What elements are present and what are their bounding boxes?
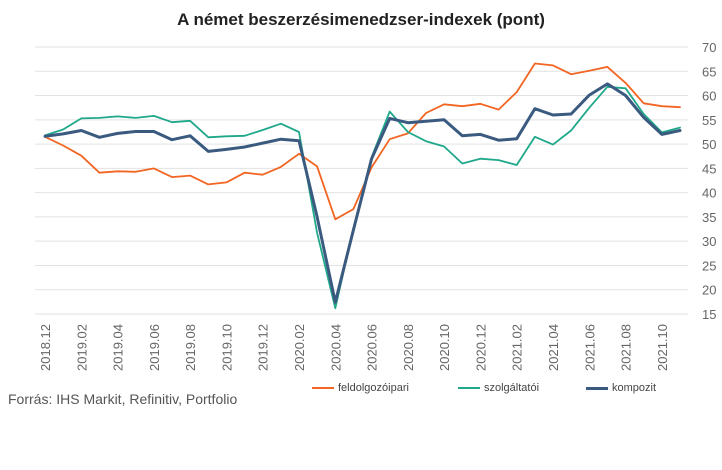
x-tick-label: 2019.06 (147, 324, 162, 371)
x-tick-label: 2019.10 (219, 324, 234, 371)
y-tick-label: 40 (702, 186, 716, 201)
y-tick-label: 35 (702, 210, 716, 225)
x-tick-label: 2021.06 (582, 324, 597, 371)
y-tick-label: 50 (702, 137, 716, 152)
legend-label: kompozit (612, 382, 657, 394)
x-tick-label: 2020.02 (292, 324, 307, 371)
y-tick-label: 30 (702, 234, 716, 249)
legend-label: szolgáltatói (484, 382, 540, 394)
source-note: Forrás: IHS Markit, Refinitiv, Portfolio (8, 391, 238, 407)
x-tick-label: 2021.02 (510, 324, 525, 371)
y-tick-label: 70 (702, 40, 716, 55)
y-axis-ticks: 15 20 25 30 35 40 45 50 55 60 65 70 (702, 40, 716, 322)
x-tick-label: 2018.12 (38, 324, 53, 371)
x-tick-label: 2021.10 (655, 324, 670, 371)
legend-label: feldolgozóipari (338, 382, 409, 394)
x-tick-label: 2020.04 (328, 324, 343, 371)
x-tick-label: 2019.12 (256, 324, 271, 371)
x-tick-label: 2019.02 (74, 324, 89, 371)
legend-swatch (312, 387, 334, 389)
y-tick-label: 25 (702, 258, 716, 273)
y-tick-label: 55 (702, 113, 716, 128)
y-tick-label: 45 (702, 161, 716, 176)
legend-swatch (458, 387, 480, 389)
y-tick-label: 20 (702, 283, 716, 298)
x-tick-label: 2019.08 (183, 324, 198, 371)
legend-item-kompozit: kompozit (586, 382, 656, 394)
x-tick-label: 2021.04 (546, 324, 561, 371)
series-line-feldolgozoipari (44, 62, 681, 221)
y-tick-label: 65 (702, 64, 716, 79)
x-tick-label: 2020.06 (365, 324, 380, 371)
legend-item-feldolgozoipari: feldolgozóipari (312, 382, 409, 394)
chart-title: A német beszerzésimenedzser-indexek (pon… (177, 10, 545, 29)
series-line-kompozit (43, 82, 682, 304)
y-tick-label: 15 (702, 307, 716, 322)
x-tick-label: 2020.10 (437, 324, 452, 371)
legend-item-szolgaltatoi: szolgáltatói (458, 382, 539, 394)
x-axis-ticks: 2018.12 2019.02 2019.04 2019.06 2019.08 2019.… (38, 324, 670, 371)
grid-lines (35, 46, 688, 315)
series-lines (43, 62, 682, 310)
legend-swatch (586, 386, 608, 390)
x-tick-label: 2020.12 (473, 324, 488, 371)
x-tick-label: 2019.04 (111, 324, 126, 371)
y-tick-label: 60 (702, 89, 716, 104)
x-tick-label: 2021.08 (619, 324, 634, 371)
x-tick-label: 2020.08 (401, 324, 416, 371)
